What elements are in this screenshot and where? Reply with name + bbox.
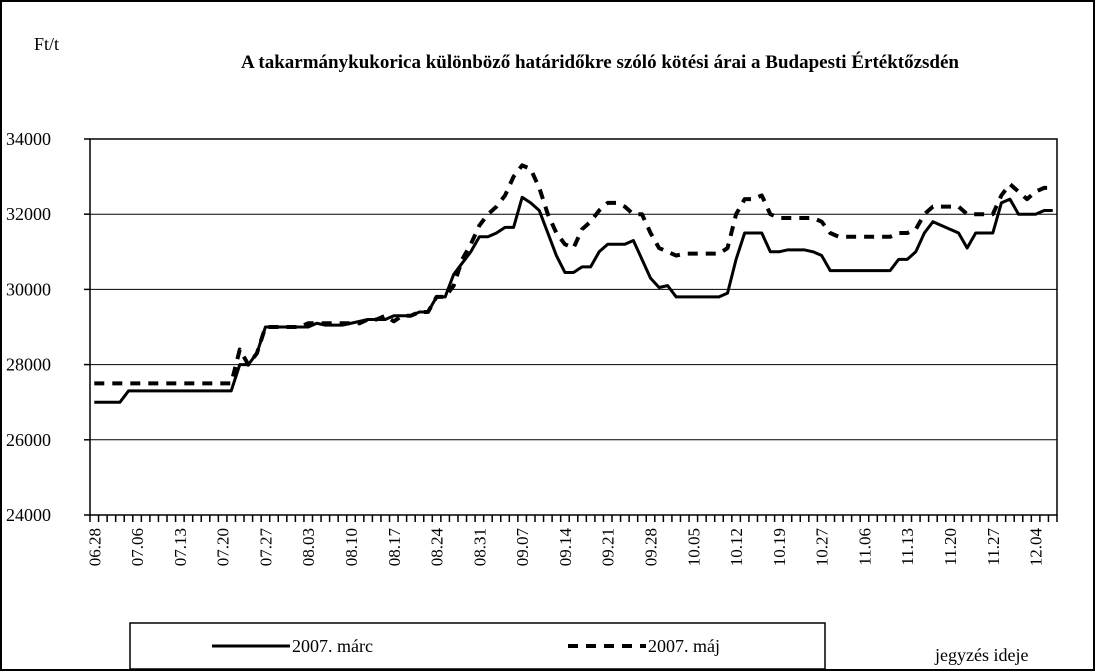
y-tick-label: 28000: [6, 355, 51, 375]
y-tick-label: 26000: [6, 430, 51, 450]
x-tick-label: 11.13: [898, 528, 917, 566]
data-line: [94, 163, 1053, 386]
x-tick-label: 08.24: [428, 528, 447, 567]
x-axis-label: jegyzés ideje: [934, 645, 1028, 665]
x-tick-label: 11.06: [855, 528, 874, 566]
x-tick-label: 08.17: [385, 528, 404, 567]
x-tick-label: 10.12: [727, 528, 746, 566]
data-line: [94, 195, 1053, 404]
x-tick-label: 10.05: [684, 528, 703, 566]
plot-area: [89, 138, 1058, 516]
y-tick-label: 24000: [6, 505, 51, 525]
x-tick-label: 09.21: [599, 528, 618, 566]
x-tick-label: 09.14: [556, 528, 575, 567]
x-tick-label: 11.27: [984, 528, 1003, 566]
y-tick-label: 32000: [6, 204, 51, 224]
chart-title: A takarmánykukorica különböző határidőkr…: [240, 52, 959, 73]
x-tick-label: 07.13: [171, 528, 190, 566]
y-tick-label: 30000: [6, 279, 51, 299]
x-tick-label: 09.28: [642, 528, 661, 566]
y-axis-label: Ft/t: [34, 34, 59, 54]
x-tick-label: 07.06: [128, 528, 147, 566]
y-tick-label: 34000: [6, 129, 51, 149]
x-tick-label: 11.20: [941, 528, 960, 566]
x-tick-label: 08.31: [470, 528, 489, 566]
x-tick-label: 08.10: [342, 528, 361, 566]
x-tick-label: 08.03: [299, 528, 318, 566]
x-tick-label: 12.04: [1027, 528, 1046, 567]
x-tick-label: 07.27: [256, 528, 275, 567]
x-tick-label: 07.20: [214, 528, 233, 566]
x-tick-label: 10.27: [813, 528, 832, 567]
x-tick-label: 10.19: [770, 528, 789, 566]
x-tick-label: 06.28: [85, 528, 104, 566]
x-tick-label: 09.07: [513, 528, 532, 567]
legend-label: 2007. márc: [292, 636, 373, 656]
legend-label: 2007. máj: [648, 636, 720, 656]
